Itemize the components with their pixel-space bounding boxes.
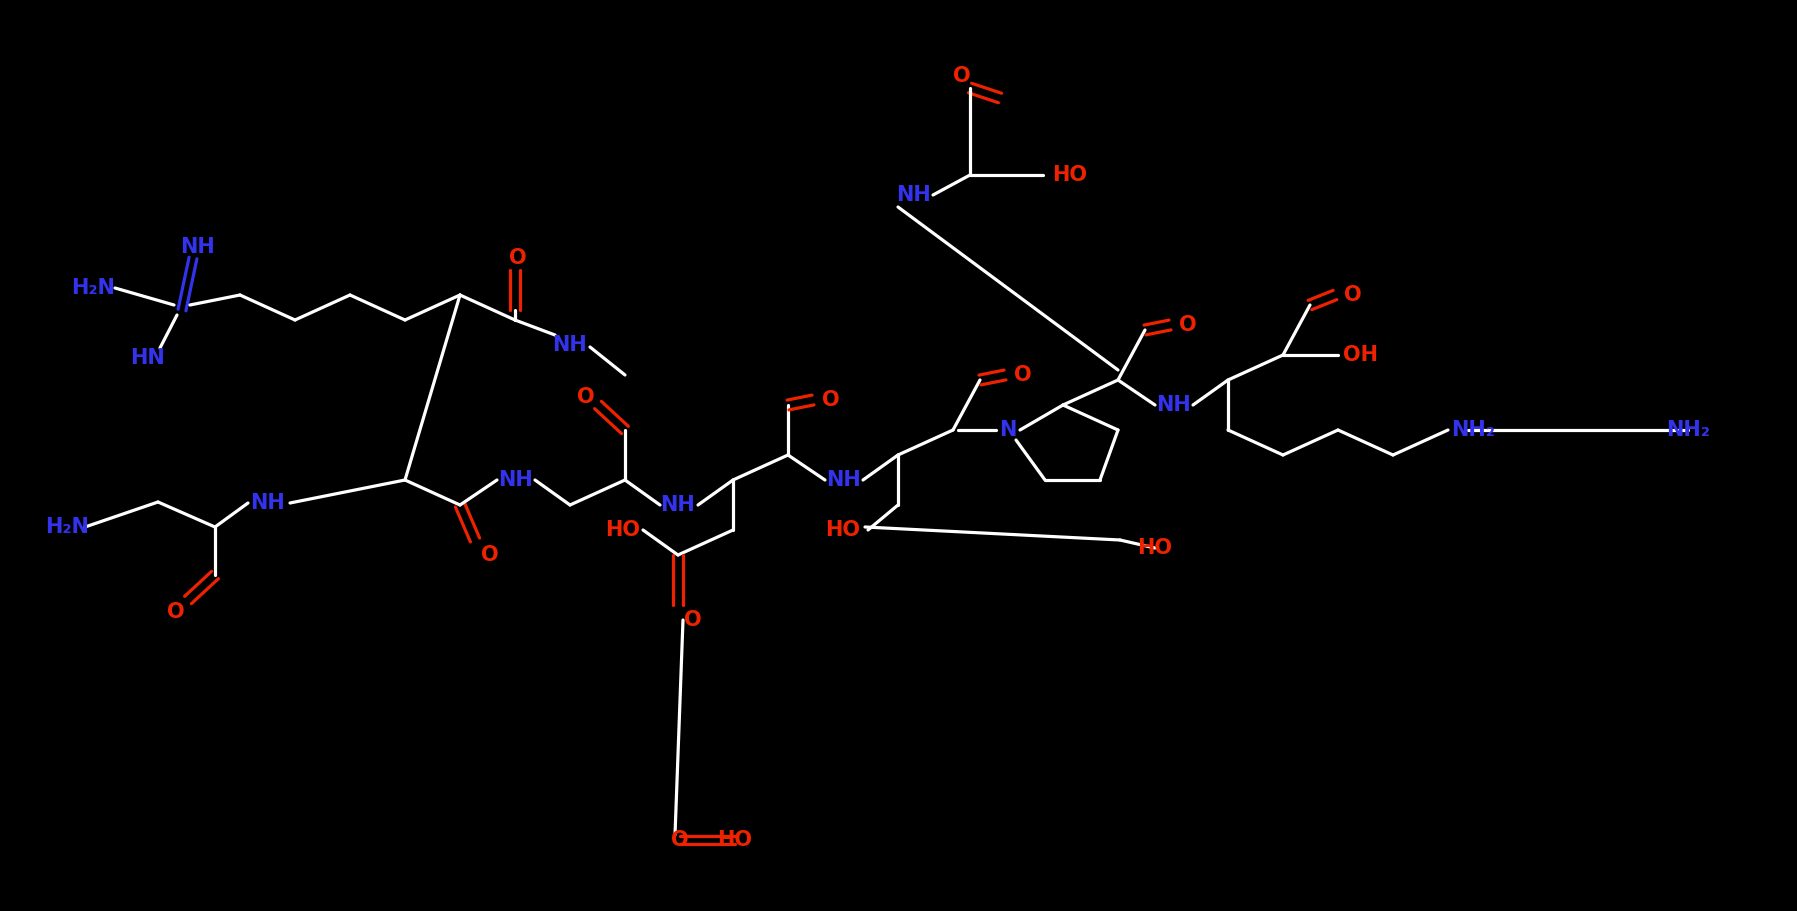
Text: O: O (685, 610, 703, 630)
Text: O: O (167, 602, 185, 622)
Text: O: O (672, 830, 688, 850)
Text: O: O (952, 66, 970, 86)
Text: O: O (482, 545, 500, 565)
Text: NH: NH (250, 493, 286, 513)
Text: O: O (1014, 365, 1031, 385)
Text: H₂N: H₂N (45, 517, 88, 537)
Text: OH: OH (1342, 345, 1378, 365)
Text: H₂N: H₂N (72, 278, 115, 298)
Text: NH: NH (1155, 395, 1190, 415)
Text: HO: HO (825, 520, 861, 540)
Text: HN: HN (131, 348, 165, 368)
Text: NH₂: NH₂ (1666, 420, 1711, 440)
Text: NH: NH (553, 335, 588, 355)
Text: NH: NH (825, 470, 861, 490)
Text: N: N (999, 420, 1017, 440)
Text: O: O (509, 248, 527, 268)
Text: HO: HO (606, 520, 640, 540)
Text: NH: NH (181, 237, 216, 257)
Text: O: O (1179, 315, 1197, 335)
Text: NH₂: NH₂ (1450, 420, 1495, 440)
Text: O: O (823, 390, 839, 410)
Text: O: O (577, 387, 595, 407)
Text: HO: HO (1138, 538, 1172, 558)
Text: HO: HO (1053, 165, 1087, 185)
Text: HO: HO (717, 830, 753, 850)
Text: NH: NH (498, 470, 532, 490)
Text: NH: NH (661, 495, 695, 515)
Text: NH: NH (895, 185, 931, 205)
Text: O: O (1344, 285, 1362, 305)
